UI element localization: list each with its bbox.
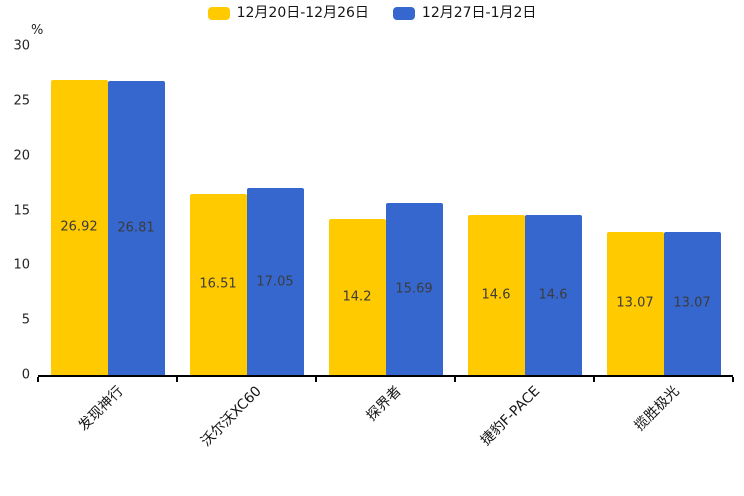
bar-value-label: 26.81	[117, 220, 155, 236]
bar-value-label: 14.6	[481, 287, 511, 303]
bar-series-0-category-0[interactable]: 26.92	[50, 79, 108, 375]
y-tick-label: 25	[13, 93, 30, 109]
legend-swatch-icon	[392, 6, 415, 20]
bar-value-label: 14.2	[342, 289, 372, 305]
bar-series-1-category-1[interactable]: 17.05	[246, 188, 304, 375]
legend-swatch-icon	[207, 6, 230, 20]
x-category-label-2: 探界者	[363, 383, 405, 425]
x-category-label-4: 揽胜极光	[631, 383, 683, 435]
y-tick-label: 15	[13, 203, 30, 218]
y-tick-label: 0	[21, 367, 30, 383]
x-axis-tick	[593, 377, 595, 382]
bar-series-0-category-2[interactable]: 14.2	[328, 219, 386, 375]
x-axis-tick	[176, 377, 178, 382]
x-category-label-1: 沃尔沃XC60	[198, 383, 266, 450]
legend-label: 12月27日-1月2日	[421, 5, 537, 21]
y-tick-label: 30	[13, 38, 30, 54]
bar-series-1-category-4[interactable]: 13.07	[663, 231, 721, 375]
legend-label: 12月20日-12月26日	[236, 5, 369, 21]
x-category-label-0: 发现神行	[75, 383, 127, 435]
legend: 12月20日-12月26日 12月27日-1月2日	[0, 6, 744, 20]
x-axis-tick	[315, 377, 317, 382]
bar-series-0-category-4[interactable]: 13.07	[606, 231, 664, 375]
legend-item-0[interactable]: 12月20日-12月26日	[207, 5, 369, 21]
bar-value-label: 13.07	[616, 295, 654, 311]
y-tick-label: 20	[13, 148, 30, 164]
x-axis-tick	[732, 377, 734, 382]
x-axis-tick	[454, 377, 456, 382]
legend-item-1[interactable]: 12月27日-1月2日	[392, 5, 537, 21]
bar-series-0-category-3[interactable]: 14.6	[467, 214, 525, 375]
bar-series-1-category-2[interactable]: 15.69	[385, 202, 443, 375]
bar-value-label: 26.92	[60, 219, 98, 235]
x-category-label-3: 捷豹F-PACE	[477, 383, 544, 449]
x-axis-line	[38, 375, 733, 377]
bar-value-label: 16.51	[199, 276, 237, 292]
bar-value-label: 13.07	[673, 295, 711, 311]
bar-value-label: 14.6	[538, 287, 568, 303]
bar-series-0-category-1[interactable]: 16.51	[189, 193, 247, 375]
y-tick-label: 5	[21, 312, 30, 328]
bar-value-label: 15.69	[395, 281, 433, 297]
x-axis-tick	[37, 377, 39, 382]
y-tick-label: 10	[13, 257, 30, 273]
y-axis-unit-label: %	[31, 23, 44, 38]
bar-series-1-category-0[interactable]: 26.81	[107, 80, 165, 375]
bar-series-1-category-3[interactable]: 14.6	[524, 214, 582, 375]
bar-value-label: 17.05	[256, 274, 294, 289]
